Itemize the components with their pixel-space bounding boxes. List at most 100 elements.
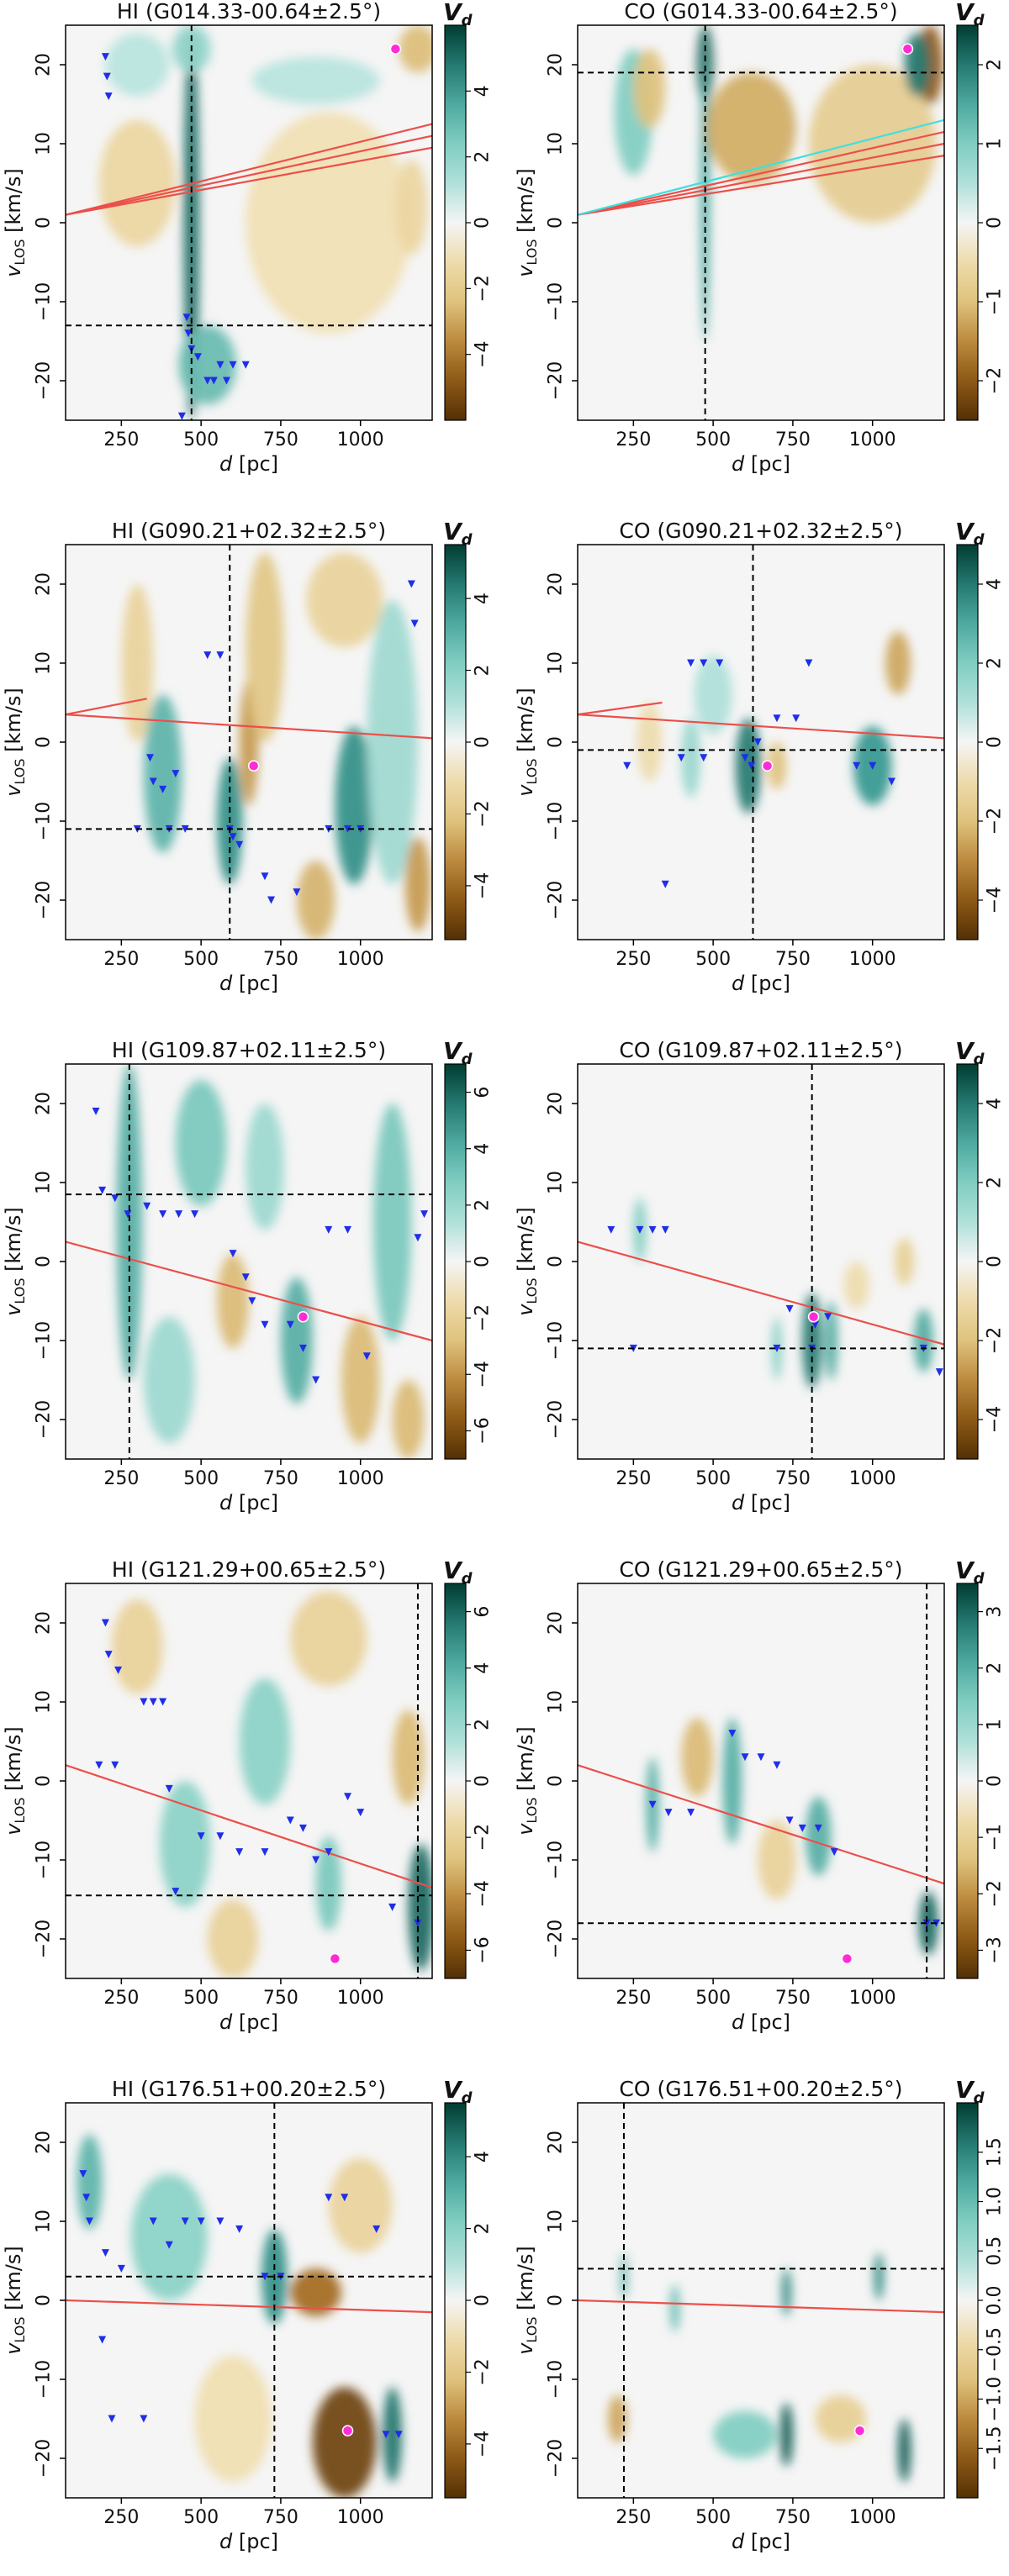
peak-marker	[648, 1800, 657, 1809]
heat-blob	[767, 742, 787, 790]
peak-marker	[184, 329, 193, 338]
colorbar-tick-label: 2	[473, 2223, 494, 2235]
y-axis-label: vLOS [km/s]	[2, 1207, 28, 1316]
colorbar	[444, 1063, 467, 1460]
peak-marker	[197, 2217, 205, 2226]
peak-marker	[149, 1698, 157, 1706]
colorbar-tick-label: 4	[473, 85, 494, 97]
x-axis-label: d [pc]	[732, 452, 790, 476]
peak-marker	[830, 1848, 838, 1857]
colorbar-tick-label: −4	[473, 1880, 494, 1907]
peak-marker	[95, 1761, 103, 1769]
colorbar-tick-label: −2	[985, 1327, 1006, 1354]
colorbar	[956, 1063, 979, 1460]
peak-marker	[341, 2194, 349, 2202]
y-tick-label: 20	[34, 572, 55, 596]
y-tick-label: 0	[34, 217, 55, 229]
y-tick-label: −20	[34, 1400, 55, 1439]
colorbar	[956, 24, 979, 421]
colorbar-tick-label: −2	[985, 367, 1006, 394]
plot-background	[578, 1583, 944, 1978]
peak-marker	[104, 1651, 113, 1659]
red-velocity-line	[66, 1241, 432, 1342]
panel-title: CO (G014.33-00.64±2.5°)	[624, 0, 897, 24]
heat-blob	[367, 599, 418, 885]
colorbar	[956, 544, 979, 940]
heat-blob	[608, 2394, 627, 2443]
peak-marker	[325, 1848, 333, 1857]
heat-blob	[306, 552, 383, 648]
y-tick-label: 0	[34, 1775, 55, 1787]
peak-marker	[785, 1304, 794, 1313]
magenta-point	[853, 2425, 866, 2436]
x-tick-label: 500	[183, 2507, 219, 2528]
colorbar-tick-label: 0	[985, 736, 1006, 748]
peak-marker	[661, 880, 669, 888]
colorbar-label: Vd	[443, 0, 473, 29]
x-tick-label: 500	[695, 949, 731, 970]
colorbar-tick-label: −4	[473, 1361, 494, 1388]
x-axis-label: d [pc]	[219, 1491, 278, 1515]
heatmap-blobs	[111, 1591, 432, 1978]
peak-marker	[773, 1344, 781, 1352]
colorbar-label: Vd	[955, 0, 985, 29]
colorbar-tick-label: 2	[985, 59, 1006, 71]
peak-marker	[165, 1784, 173, 1793]
peak-marker	[293, 888, 301, 897]
heatmap-blobs	[116, 1064, 425, 1459]
colorbar-tick-label: 4	[985, 1098, 1006, 1109]
peak-marker	[241, 1273, 250, 1282]
x-tick-label: 250	[103, 429, 139, 450]
peak-marker	[229, 1250, 237, 1258]
colorbar-tick-label: −3	[985, 1936, 1006, 1963]
peak-marker	[203, 377, 212, 385]
red-velocity-line	[66, 2299, 432, 2314]
peak-marker	[773, 714, 781, 723]
x-tick-label: 250	[615, 1988, 651, 2009]
peak-marker	[92, 1107, 100, 1115]
y-tick-label: −20	[34, 2439, 55, 2478]
peak-marker	[149, 777, 157, 786]
colorbar-tick-label: 0	[985, 217, 1006, 229]
cyan-velocity-line	[578, 119, 944, 216]
peak-marker	[344, 824, 352, 833]
peak-marker	[325, 1225, 333, 1234]
peak-marker	[172, 770, 180, 778]
y-tick-label: 20	[546, 2131, 567, 2154]
colorbar-tick-label: 2	[473, 151, 494, 163]
heat-blob	[885, 631, 911, 695]
heat-blob	[758, 1820, 796, 1899]
colorbar-tick-label: 0	[473, 1256, 494, 1267]
peak-marker	[414, 1234, 422, 1242]
heat-blob	[779, 2403, 793, 2467]
peak-marker	[140, 2415, 148, 2423]
x-tick-label: 250	[615, 949, 651, 970]
panel-title: HI (G090.21+02.32±2.5°)	[112, 519, 386, 543]
colorbar-tick-label: 2	[473, 1199, 494, 1211]
heatmap-blobs	[121, 552, 431, 940]
heat-blob	[700, 25, 711, 341]
heatmap-layer	[578, 2103, 944, 2498]
y-tick-label: −20	[34, 361, 55, 400]
peak-marker	[149, 2217, 157, 2226]
heat-blob	[312, 2387, 377, 2498]
heat-blob	[143, 1316, 195, 1444]
panel-title: CO (G109.87+02.11±2.5°)	[619, 1038, 902, 1062]
x-tick-label: 250	[103, 2507, 139, 2528]
red-velocity-line	[66, 123, 432, 216]
heat-blob	[874, 2252, 884, 2300]
heat-blob	[913, 1309, 933, 1372]
colorbar-label: Vd	[443, 518, 473, 549]
y-tick-label: 10	[34, 2210, 55, 2233]
y-tick-label: 20	[546, 1092, 567, 1115]
colorbar-tick-label: 0	[985, 1775, 1006, 1787]
y-tick-label: 0	[34, 1256, 55, 1267]
heat-blob	[341, 1316, 380, 1444]
colorbar-tick-label: 4	[473, 1143, 494, 1155]
colorbar-tick-label: −2	[473, 275, 494, 302]
heat-blob	[290, 1591, 367, 1687]
x-tick-label: 500	[695, 1988, 731, 2009]
colorbar-tick-label: −1.0	[985, 2377, 1006, 2421]
colorbar	[444, 24, 467, 421]
red-velocity-line	[578, 142, 944, 216]
